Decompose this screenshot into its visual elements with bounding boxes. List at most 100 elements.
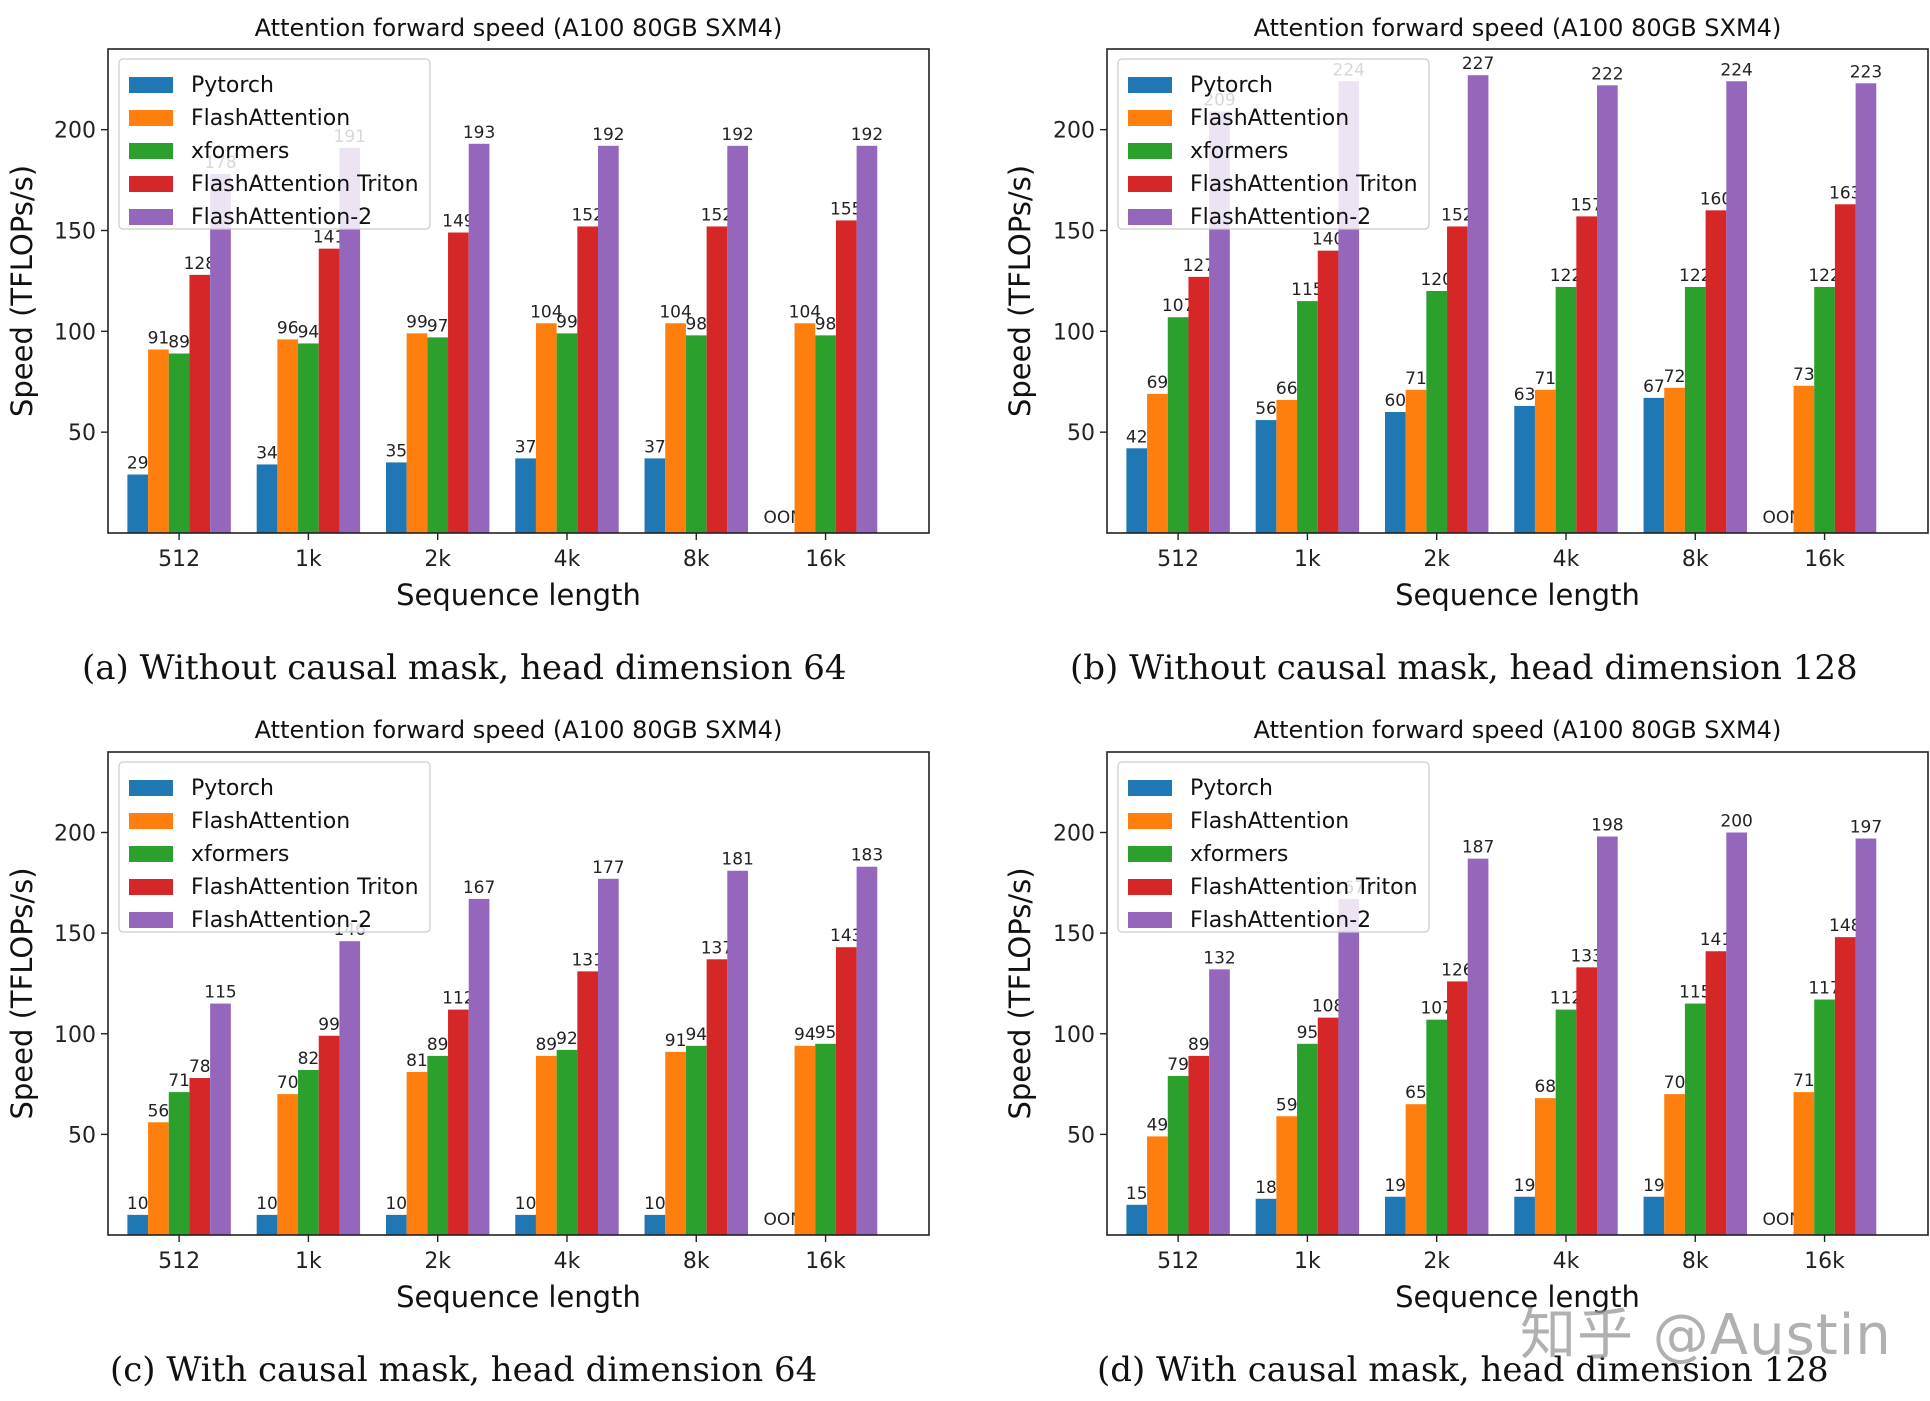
data-label: 94 (794, 1025, 816, 1045)
bar-flashattention-512 (148, 1122, 169, 1235)
x-tick-label: 8k (683, 1249, 710, 1274)
chart-title: Attention forward speed (A100 80GB SXM4) (255, 716, 783, 744)
bar-flashattention-16k (794, 1045, 816, 1235)
legend-label: FlashAttention Triton (191, 875, 419, 900)
data-label: 192 (592, 125, 624, 145)
x-axis-label: Sequence length (1395, 1280, 1640, 1314)
legend-label: xformers (1190, 139, 1288, 164)
data-label: 29 (127, 454, 149, 474)
bar-pytorch-8k (644, 1214, 666, 1235)
data-label: 72 (1664, 367, 1686, 387)
bar-flashattention-1k (1276, 1116, 1298, 1235)
bar-flashattention-16k (1793, 385, 1815, 533)
data-label: 67 (1643, 377, 1665, 397)
bar-flashattention-triton-8k (706, 959, 728, 1235)
bar-flashattention-2-16k (856, 145, 878, 534)
bar-xformers-1k (1297, 301, 1318, 533)
data-label: 133 (1570, 946, 1602, 966)
legend: Pytorch FlashAttention xformers FlashAttent… (1117, 58, 1430, 230)
chart-c: Attention forward speed (A100 80GB SXM4)… (0, 702, 932, 1346)
y-tick-label: 150 (1053, 922, 1095, 947)
data-label: 10 (256, 1194, 278, 1214)
data-label: 104 (789, 302, 821, 322)
bar-flashattention-triton-16k (835, 947, 857, 1235)
legend-label: Pytorch (1190, 73, 1273, 98)
data-label: 89 (535, 1035, 557, 1055)
bar-flashattention-2-4k (598, 878, 619, 1235)
bar-xformers-8k (685, 1045, 707, 1235)
bar-flashattention-triton-8k (706, 226, 728, 533)
bar-pytorch-1k (1255, 1198, 1277, 1235)
bar-flashattention-triton-16k (1834, 937, 1856, 1235)
bar-flashattention-4k (535, 323, 557, 533)
bar-xformers-1k (1297, 1043, 1318, 1235)
data-label: 120 (1420, 270, 1452, 290)
y-tick-label: 50 (68, 421, 96, 446)
chart-title: Attention forward speed (A100 80GB SXM4) (255, 14, 783, 42)
data-label: 73 (1793, 365, 1815, 385)
data-label: 66 (1276, 379, 1298, 399)
caption-b: (b) Without causal mask, head dimension … (1070, 648, 1858, 688)
data-label: 128 (184, 254, 216, 274)
chart-title: Attention forward speed (A100 80GB SXM4) (1254, 716, 1782, 744)
data-label: 89 (168, 333, 190, 353)
data-label: 122 (1679, 266, 1711, 286)
data-label: 127 (1183, 256, 1215, 276)
legend: Pytorch FlashAttention xformers FlashAttent… (118, 761, 431, 933)
bar-pytorch-2k (1384, 1196, 1406, 1235)
data-label: 148 (1829, 916, 1861, 936)
data-label: 91 (665, 1031, 687, 1051)
data-label: 187 (1462, 838, 1494, 858)
data-label: 10 (515, 1194, 537, 1214)
bar-flashattention-2-2k (1467, 75, 1489, 533)
bar-pytorch-4k (515, 458, 536, 533)
data-label: 192 (721, 125, 753, 145)
data-label: 112 (442, 989, 474, 1009)
bar-flashattention-2-8k (727, 145, 748, 534)
plot-frame (107, 751, 930, 1236)
data-label: 193 (463, 123, 495, 143)
bar-flashattention-2k (1405, 1104, 1427, 1235)
data-label: 143 (830, 926, 862, 946)
data-label: 37 (644, 437, 666, 457)
plot-frame (1106, 751, 1929, 1236)
y-tick-label: 100 (54, 1023, 96, 1048)
legend-swatch (129, 813, 173, 829)
data-label: 107 (1420, 999, 1452, 1019)
data-label: 10 (385, 1194, 407, 1214)
bar-flashattention-2-512 (210, 174, 231, 534)
bar-xformers-2k (1426, 1019, 1448, 1235)
chart-title: Attention forward speed (A100 80GB SXM4) (1254, 14, 1782, 42)
y-tick-label: 50 (68, 1123, 96, 1148)
data-label: 70 (277, 1073, 299, 1093)
data-label: 192 (851, 125, 883, 145)
legend-label: FlashAttention-2 (191, 205, 372, 230)
data-label: 60 (1384, 391, 1406, 411)
bar-flashattention-triton-8k (1705, 210, 1727, 534)
data-label: 132 (1203, 948, 1235, 968)
y-axis-label: Speed (TFLOPs/s) (5, 867, 39, 1119)
chart-svg: Attention forward speed (A100 80GB SXM4)… (1003, 14, 1929, 612)
bar-flashattention-triton-8k (1705, 951, 1727, 1235)
data-label: 78 (189, 1057, 211, 1077)
caption-d: (d) With causal mask, head dimension 128 (1097, 1350, 1829, 1390)
legend-swatch (1128, 176, 1172, 192)
data-label: 71 (1534, 369, 1556, 389)
bar-flashattention-triton-4k (577, 226, 599, 533)
data-label: 152 (701, 205, 733, 225)
bar-flashattention-2-8k (727, 870, 748, 1235)
x-tick-label: 1k (295, 1249, 322, 1274)
bar-xformers-512 (168, 1092, 190, 1235)
data-label: 115 (1291, 280, 1323, 300)
data-label: 224 (1720, 60, 1752, 80)
data-label: 49 (1147, 1115, 1169, 1135)
bar-flashattention-triton-1k (1317, 250, 1339, 533)
legend-label: FlashAttention (1190, 106, 1349, 131)
bar-pytorch-2k (385, 1214, 407, 1235)
bar-flashattention-1k (277, 1094, 299, 1235)
data-label: 141 (313, 228, 345, 248)
bar-flashattention-8k (665, 323, 686, 533)
legend-swatch (129, 912, 173, 928)
legend-label: Pytorch (191, 776, 274, 801)
data-label: 126 (1441, 960, 1473, 980)
